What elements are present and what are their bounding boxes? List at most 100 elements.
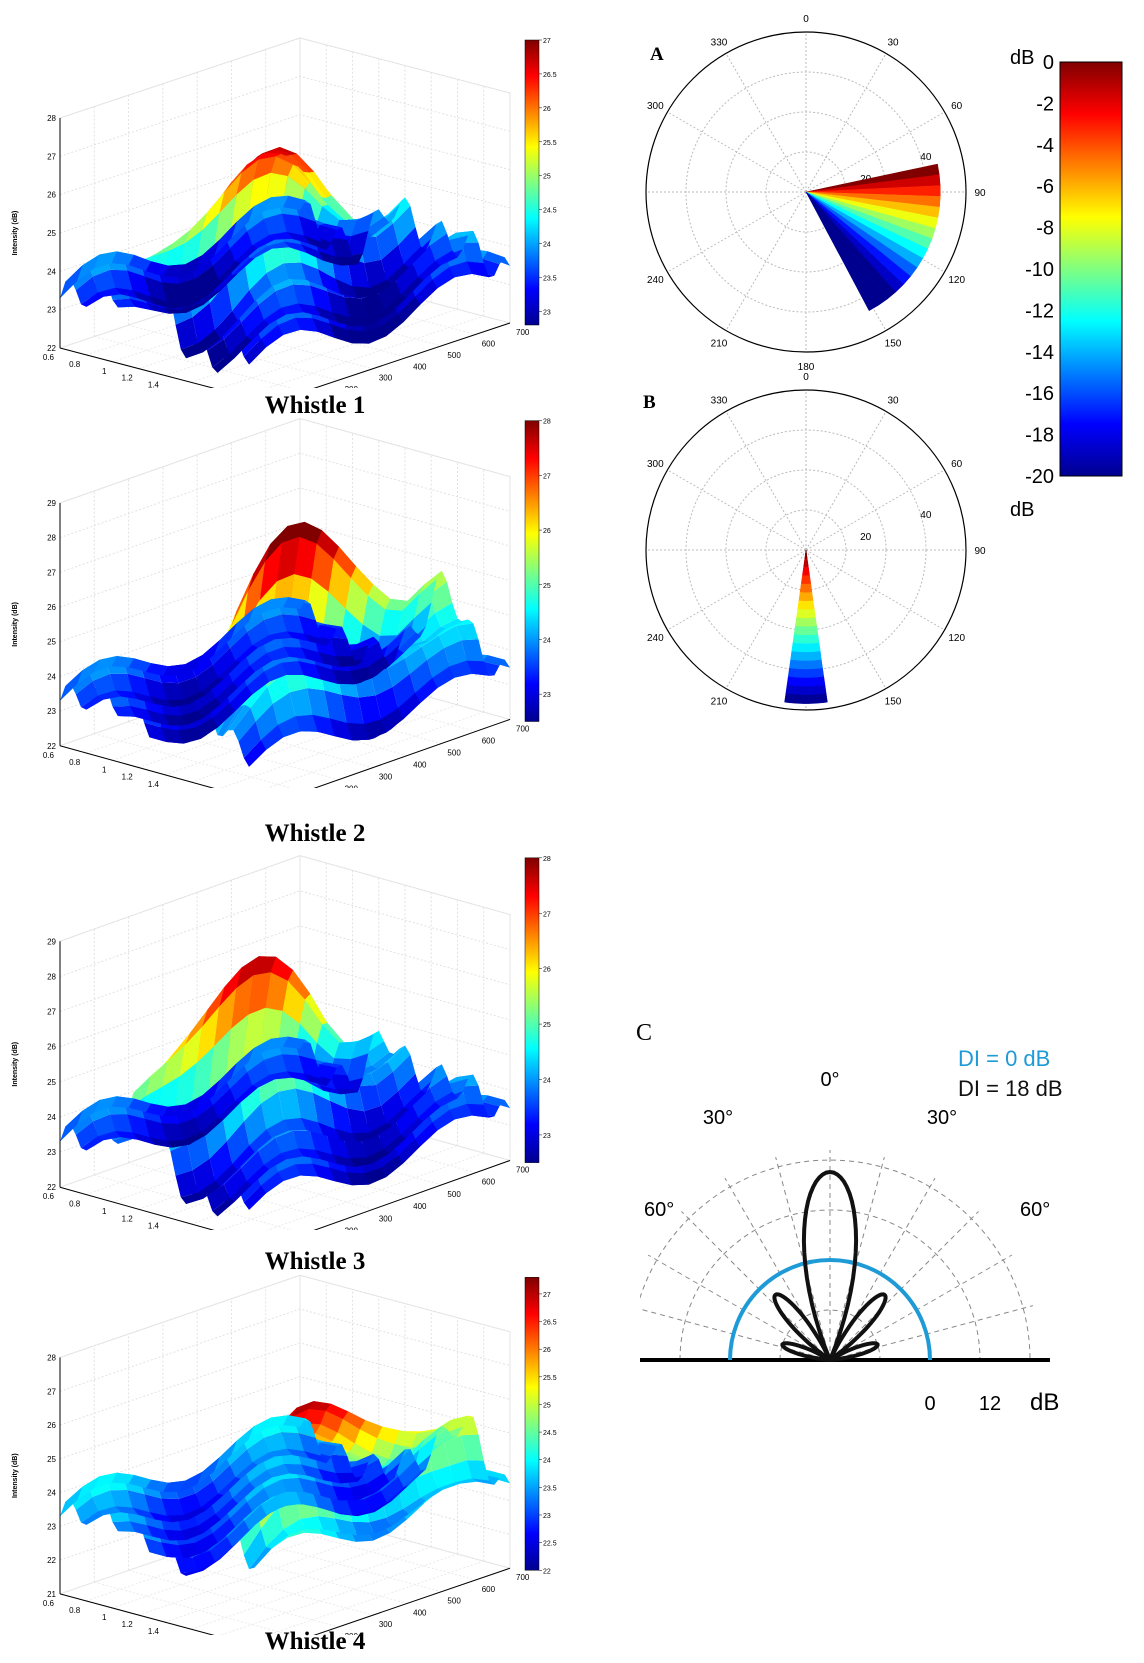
surface-patch [301,1078,324,1091]
surface-patch [178,677,201,700]
surface-patch [249,272,272,302]
surface-patch [247,218,270,246]
surface-patch [263,307,287,325]
surface-patch [218,1477,241,1496]
surface-patch [482,251,505,265]
surface-patch [281,661,304,675]
surface-patch [282,597,306,610]
surface-patch [180,1471,203,1492]
surface-patch [260,1506,284,1547]
surface-patch [322,204,345,221]
polar-heat-cell [864,183,874,190]
surface-patch [145,1103,169,1117]
z-tick-label: 28 [47,114,56,123]
surface-patch [311,543,334,592]
surface-patch [231,608,254,638]
surface-patch [214,194,237,248]
surface-patch [381,244,404,281]
colorbar [524,1277,540,1571]
z-tick-label: 27 [47,152,56,161]
polar-angle-label: 240 [647,275,664,286]
colorbar [524,857,540,1163]
surface-patch [264,213,287,235]
surface-patch [252,1074,275,1088]
surface-patch [450,1074,474,1084]
surface-patch [269,148,292,156]
x-tick-label: 0.8 [69,1200,81,1209]
surface-patch [243,1528,267,1570]
colorbar-tick-label: 25 [543,583,551,590]
surface-patch [115,690,138,700]
polar-heat-cell [894,194,904,204]
surface-patch [349,1157,372,1167]
surface-patch [198,698,221,718]
polar-angle-label: 240 [647,633,664,644]
surface-patch [351,1521,375,1536]
surface-patch [432,1465,455,1489]
polar-grid-spoke [725,549,807,689]
surface-patch [161,682,184,701]
surface-patch [60,1110,83,1142]
beam-radial-label: 0 [924,1393,935,1415]
surface-patch [312,714,335,737]
y-axis-line [313,718,511,788]
surface-patch [362,595,386,636]
surface-patch [265,195,289,211]
surface-patch [386,1107,409,1127]
surface-patch [335,656,358,667]
surface-patch [432,266,455,289]
surface-patch [456,623,479,641]
surface-patch [312,318,335,338]
polar-heat-cell [805,643,809,653]
x-tick-label: 1.2 [122,1214,134,1223]
surface-patch [212,354,235,373]
surface-patch [461,242,484,264]
caption-whistle3: Whistle 3 [264,1248,366,1275]
surface-patch [224,1167,247,1198]
beam-lobe [828,1292,888,1362]
polar-heat-cell [931,195,941,208]
surface-patch [215,1164,238,1187]
surface-patch [350,566,374,596]
surface-patch [482,1470,505,1479]
x-tick-label: 1 [102,1613,107,1622]
surface-patch [351,636,374,651]
surface-patch [229,1501,253,1528]
surface-patch [392,673,416,708]
polar-heat-cell [805,677,809,687]
surface-patch [197,1181,221,1199]
surface-patch [461,1434,484,1461]
colorbar-tick-label: 23 [543,1133,551,1140]
surface-patch [178,1493,201,1515]
surface-patch [115,287,138,299]
surface-patch [349,1483,373,1501]
polar-angle-label: 60 [951,459,963,470]
surface-patch [375,686,398,720]
surface-patch [420,1488,443,1501]
colorbar-tick-label: 25.5 [543,1375,557,1382]
surface-patch [247,1437,270,1462]
z-tick-label: 22 [47,344,56,353]
surface-patch [482,655,505,666]
surface-patch [112,705,135,717]
beam-lobe [780,1341,832,1362]
y-tick-label: 500 [447,1597,461,1606]
colorbar-ab-tick-label: -10 [1025,259,1054,281]
polar-grid-spoke [725,411,807,551]
colorbar-ab-tick-label: 0 [1043,52,1054,74]
surface-patch [209,1141,233,1181]
surface-patch [195,1105,219,1133]
polar-heat-cell [902,178,911,188]
surface-patch [241,1150,264,1182]
surface-patch [260,324,284,348]
surface-patch [128,254,151,271]
surface-patch [144,722,167,742]
surface-patch [280,303,304,315]
surface-patch [180,655,203,676]
surface-patch [272,692,296,725]
surface-patch [332,312,355,327]
colorbar-ab-tick-label: -8 [1036,218,1054,240]
surface-patch [112,298,135,308]
surface-patch [146,709,170,726]
surface-patch [162,1480,186,1493]
